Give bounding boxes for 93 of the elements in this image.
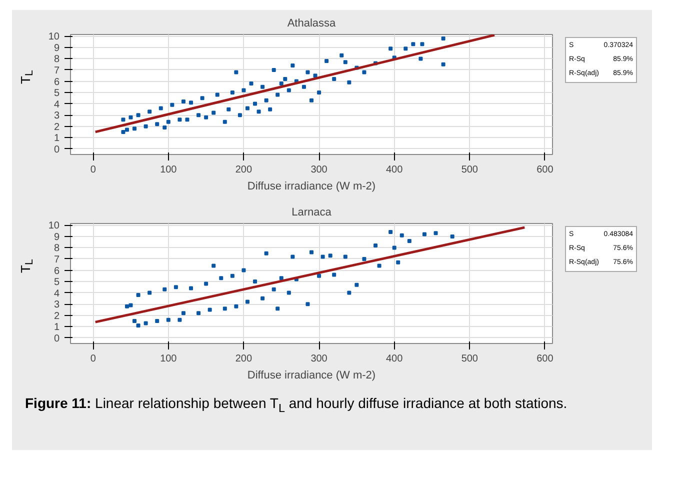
x-tick-label: 500 — [461, 354, 478, 364]
y-tick-label: 2 — [54, 122, 60, 133]
point — [407, 238, 412, 243]
point — [347, 290, 352, 295]
point — [354, 282, 359, 287]
point — [310, 250, 314, 254]
point — [181, 311, 186, 316]
y-tick-label: 1 — [54, 322, 60, 334]
x-tick-label: 100 — [160, 164, 178, 176]
point — [124, 304, 129, 308]
x-tick-label: 0 — [90, 164, 96, 176]
point — [388, 230, 393, 234]
point — [317, 274, 322, 278]
point — [400, 233, 404, 238]
point — [290, 254, 295, 259]
x-tick-label: 200 — [235, 164, 252, 176]
x-tick-label: 300 — [310, 354, 328, 364]
point — [128, 303, 133, 308]
y-tick-label: 4 — [54, 288, 60, 300]
x-tick-label: 200 — [235, 354, 252, 364]
point — [222, 306, 227, 311]
point — [155, 318, 160, 323]
point — [178, 318, 182, 322]
point — [332, 272, 336, 277]
y-tick-label: 0 — [54, 333, 60, 344]
point — [166, 318, 170, 322]
point — [230, 274, 234, 278]
y-tick-label: 1 — [54, 133, 60, 144]
y-tick-label: 10 — [48, 32, 60, 43]
chart-title: Athalassa — [287, 18, 337, 30]
y-tick-label: 6 — [54, 76, 60, 88]
point — [219, 276, 224, 280]
x-tick-label: 100 — [160, 354, 178, 364]
point — [204, 282, 208, 286]
point — [148, 290, 152, 295]
y-tick-label: 7 — [54, 254, 60, 266]
point — [422, 232, 426, 236]
point — [377, 264, 382, 268]
point — [196, 311, 201, 316]
y-tick-label: 3 — [54, 110, 60, 122]
y-tick-label: 5 — [54, 277, 60, 288]
point — [189, 286, 193, 290]
y-tick-label: 6 — [54, 266, 60, 277]
point — [276, 306, 280, 311]
point — [392, 246, 396, 250]
point — [260, 296, 265, 300]
point — [450, 234, 454, 238]
point — [162, 287, 167, 292]
y-tick-label: 10 — [48, 220, 60, 232]
y-tick-label: 5 — [54, 88, 60, 100]
point — [264, 251, 268, 256]
point — [253, 280, 258, 284]
y-tick-label: 8 — [54, 54, 60, 66]
point — [245, 300, 250, 304]
point — [374, 243, 378, 248]
y-tick-label: 9 — [54, 42, 60, 54]
point — [174, 285, 178, 290]
point — [208, 308, 212, 312]
point — [272, 287, 276, 292]
y-tick-label: 0 — [54, 144, 60, 156]
y-tick-label: 7 — [54, 65, 60, 76]
caption: Figure 11: Linear relationship between T$_{L}$ and hourly diffuse irradiance at both stations. — [25, 394, 568, 417]
x-tick-label: 600 — [536, 354, 554, 364]
y-tick-label: 4 — [54, 99, 60, 110]
point — [136, 293, 140, 298]
point — [234, 304, 238, 308]
x-tick-label: 300 — [310, 164, 328, 176]
point — [212, 264, 216, 268]
point — [362, 256, 366, 261]
y-tick-label: 8 — [54, 243, 60, 254]
chart-title: Larnaca — [292, 206, 332, 218]
point — [279, 276, 284, 280]
point — [242, 268, 246, 272]
point — [144, 321, 148, 326]
x-tick-label: 0 — [90, 354, 96, 364]
x-tick-label: 600 — [536, 164, 554, 176]
point — [136, 323, 140, 328]
point — [434, 231, 438, 236]
x-tick-label: 500 — [461, 164, 478, 176]
y-tick-label: 9 — [54, 232, 60, 243]
point — [286, 290, 291, 295]
point — [132, 318, 137, 323]
point — [343, 254, 348, 259]
point — [396, 260, 400, 264]
x-tick-label: 400 — [386, 354, 404, 364]
y-tick-label: 3 — [54, 300, 60, 311]
point — [320, 254, 325, 259]
point — [306, 302, 310, 306]
point — [328, 254, 332, 258]
y-tick-label: 2 — [54, 310, 60, 322]
x-axis-title: Diffuse irradiance (W m-2) — [247, 370, 376, 382]
x-axis-title: Diffuse irradiance (W m-2) — [247, 180, 376, 192]
x-tick-label: 400 — [386, 164, 404, 176]
